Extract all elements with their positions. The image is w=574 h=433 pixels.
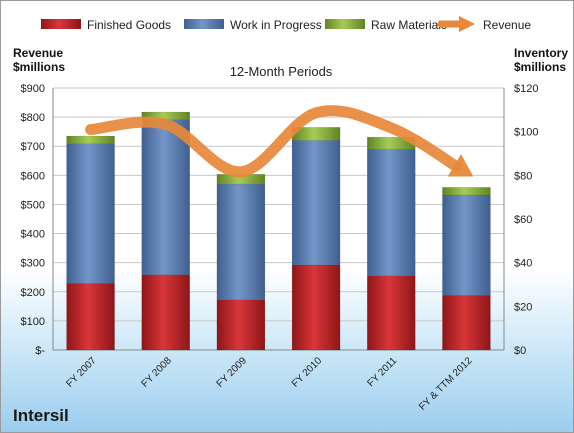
left-tick-label: $200	[21, 287, 45, 299]
bar-raw-materials	[66, 135, 115, 144]
legend-arrow-revenue	[459, 16, 475, 32]
revenue-line-group	[85, 105, 474, 178]
legend-swatch-work-in-progress	[184, 19, 224, 29]
legend-swatch-finished-goods	[41, 19, 81, 29]
left-tick-label: $-	[35, 345, 45, 357]
legend-swatch-raw-materials	[325, 19, 365, 29]
bar-finished-goods	[141, 274, 190, 351]
right-axis-title-line2: $millions	[514, 60, 566, 74]
bar-finished-goods	[291, 264, 341, 351]
right-tick-label: $0	[514, 345, 526, 357]
x-tick-label: FY 2009	[215, 355, 250, 390]
right-axis-ticks: $0 $20 $40 $60 $80 $100 $120	[514, 83, 538, 357]
right-tick-label: $40	[514, 258, 532, 270]
left-axis-ticks: $- $100 $200 $300 $400 $500 $600 $700 $800 $900	[21, 83, 46, 357]
legend: Finished Goods Work in Progress Raw Mate…	[41, 16, 531, 32]
left-axis-title-line2: $millions	[13, 60, 65, 74]
gridlines	[52, 87, 505, 351]
bar-work-in-progress	[216, 183, 266, 301]
right-tick-label: $20	[514, 301, 532, 313]
bar-raw-materials	[442, 187, 491, 196]
legend-label-raw-materials: Raw Materials	[371, 18, 447, 32]
left-tick-label: $600	[21, 170, 45, 182]
right-axis-title-line1: Inventory	[514, 46, 568, 60]
chart-subtitle: 12-Month Periods	[230, 64, 333, 79]
bar-work-in-progress	[141, 119, 190, 275]
x-tick-label: FY 2008	[139, 355, 174, 390]
bar-finished-goods	[442, 295, 491, 351]
left-tick-label: $700	[21, 141, 45, 153]
bar-finished-goods	[66, 283, 115, 351]
legend-label-revenue: Revenue	[483, 18, 531, 32]
bar-finished-goods	[367, 275, 416, 351]
x-tick-label: FY 2011	[366, 355, 400, 389]
left-tick-label: $300	[21, 258, 45, 270]
bar-work-in-progress	[291, 140, 341, 266]
bar-work-in-progress	[442, 194, 491, 296]
bars	[66, 111, 491, 351]
right-tick-label: $120	[514, 83, 538, 95]
left-tick-label: $500	[21, 199, 45, 211]
bar-work-in-progress	[367, 148, 416, 277]
right-tick-label: $80	[514, 170, 532, 182]
left-tick-label: $100	[21, 316, 45, 328]
bar-finished-goods	[216, 299, 266, 351]
x-tick-label: FY & TTM 2012	[417, 355, 475, 413]
x-axis-labels: FY 2007 FY 2008 FY 2009 FY 2010 FY 2011 FY & …	[64, 355, 475, 413]
bar-work-in-progress	[66, 143, 115, 284]
x-tick-label: FY 2010	[290, 355, 325, 390]
left-tick-label: $900	[21, 83, 45, 95]
legend-label-work-in-progress: Work in Progress	[230, 18, 322, 32]
revenue-line	[85, 105, 462, 178]
right-tick-label: $60	[514, 214, 532, 226]
legend-label-finished-goods: Finished Goods	[87, 18, 171, 32]
right-tick-label: $100	[514, 127, 538, 139]
left-axis-title-line1: Revenue	[13, 46, 63, 60]
revenue-arrowhead	[447, 154, 474, 177]
company-name: Intersil	[13, 406, 69, 425]
left-tick-label: $800	[21, 112, 45, 124]
x-tick-label: FY 2007	[64, 355, 99, 390]
left-tick-label: $400	[21, 229, 45, 241]
